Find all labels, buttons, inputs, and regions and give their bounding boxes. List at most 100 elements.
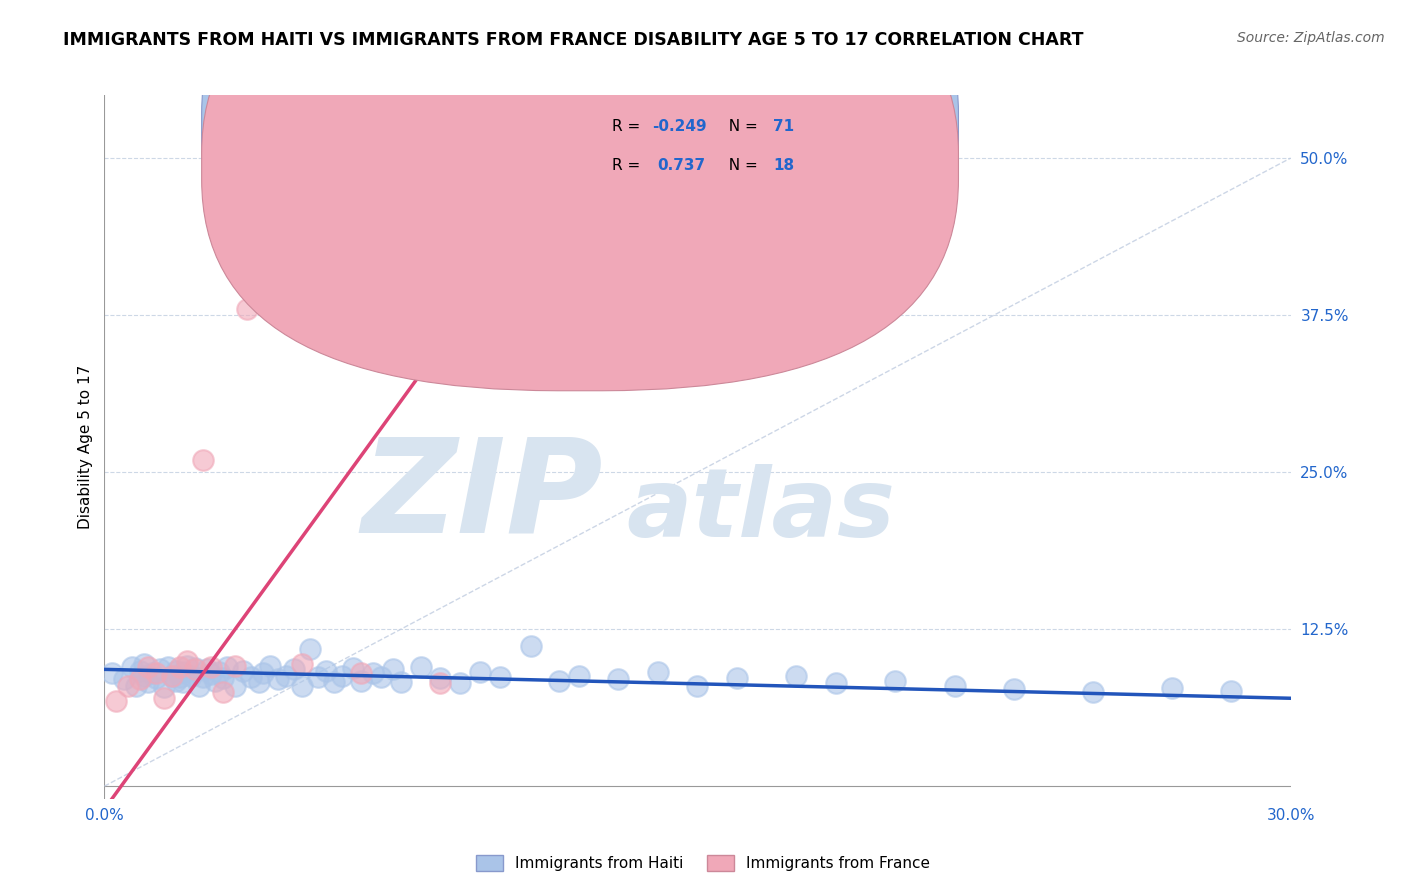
Text: Source: ZipAtlas.com: Source: ZipAtlas.com bbox=[1237, 31, 1385, 45]
Point bbox=[350, 666, 373, 681]
Point bbox=[121, 660, 143, 674]
Point bbox=[647, 665, 669, 679]
Point bbox=[184, 661, 207, 675]
Point bbox=[370, 670, 392, 684]
Point bbox=[315, 664, 337, 678]
Point bbox=[165, 664, 187, 678]
Point bbox=[204, 673, 226, 688]
Point bbox=[129, 664, 152, 678]
Point bbox=[283, 662, 305, 676]
Text: atlas: atlas bbox=[626, 464, 896, 557]
Point bbox=[141, 666, 163, 681]
Point bbox=[136, 674, 159, 689]
Point bbox=[568, 668, 591, 682]
Point bbox=[172, 674, 194, 689]
Point bbox=[350, 673, 373, 688]
Point bbox=[239, 670, 262, 684]
FancyBboxPatch shape bbox=[201, 0, 959, 391]
Text: 18: 18 bbox=[773, 158, 794, 173]
Point bbox=[101, 666, 124, 681]
Point bbox=[193, 670, 215, 684]
Point bbox=[176, 658, 198, 673]
Point bbox=[342, 661, 364, 675]
Point bbox=[785, 668, 807, 682]
Point bbox=[686, 679, 709, 693]
Point bbox=[215, 660, 238, 674]
Point bbox=[160, 668, 183, 682]
Point bbox=[224, 658, 246, 673]
Point bbox=[1081, 685, 1104, 699]
Point bbox=[165, 673, 187, 688]
Point bbox=[884, 673, 907, 688]
Point bbox=[195, 662, 218, 676]
Text: R =: R = bbox=[612, 158, 650, 173]
Point bbox=[252, 666, 274, 681]
Point bbox=[176, 654, 198, 668]
Text: 0.737: 0.737 bbox=[657, 158, 706, 173]
Point bbox=[132, 657, 155, 672]
Point bbox=[212, 685, 235, 699]
Point bbox=[291, 679, 314, 693]
FancyBboxPatch shape bbox=[531, 99, 887, 204]
Point bbox=[117, 679, 139, 693]
FancyBboxPatch shape bbox=[201, 0, 959, 351]
Point bbox=[291, 657, 314, 672]
Point bbox=[409, 660, 432, 674]
Text: ZIP: ZIP bbox=[361, 433, 603, 560]
Point bbox=[825, 676, 848, 690]
Point bbox=[247, 674, 270, 689]
Point bbox=[169, 670, 191, 684]
Point bbox=[132, 668, 155, 682]
Point bbox=[160, 668, 183, 682]
Point bbox=[145, 671, 167, 685]
Point bbox=[361, 666, 384, 681]
Y-axis label: Disability Age 5 to 17: Disability Age 5 to 17 bbox=[79, 365, 93, 529]
Point bbox=[136, 660, 159, 674]
Point bbox=[129, 673, 152, 687]
Point bbox=[169, 660, 191, 674]
Text: -0.249: -0.249 bbox=[652, 120, 707, 135]
Point bbox=[180, 668, 202, 682]
Point bbox=[429, 676, 451, 690]
Point bbox=[468, 665, 491, 679]
Point bbox=[259, 658, 281, 673]
Point bbox=[520, 639, 543, 653]
Point bbox=[200, 660, 222, 674]
Point bbox=[232, 664, 254, 678]
Point bbox=[488, 670, 510, 684]
Point bbox=[267, 673, 290, 687]
Point bbox=[152, 691, 174, 706]
Point bbox=[145, 666, 167, 681]
Text: 71: 71 bbox=[773, 120, 794, 135]
Point bbox=[322, 674, 344, 689]
Text: IMMIGRANTS FROM HAITI VS IMMIGRANTS FROM FRANCE DISABILITY AGE 5 TO 17 CORRELATI: IMMIGRANTS FROM HAITI VS IMMIGRANTS FROM… bbox=[63, 31, 1084, 49]
Text: N =: N = bbox=[718, 158, 762, 173]
Point bbox=[112, 673, 135, 687]
Point bbox=[548, 673, 571, 688]
Point bbox=[943, 679, 966, 693]
Point bbox=[193, 452, 215, 467]
Point bbox=[188, 679, 211, 693]
Point bbox=[1002, 682, 1025, 697]
Point bbox=[382, 662, 405, 676]
Point bbox=[449, 676, 471, 690]
Point bbox=[208, 665, 231, 679]
Point bbox=[200, 667, 222, 681]
Point bbox=[298, 642, 321, 657]
Point bbox=[105, 694, 128, 708]
Text: N =: N = bbox=[718, 120, 762, 135]
Point bbox=[149, 662, 172, 676]
Point bbox=[184, 662, 207, 676]
Point bbox=[330, 668, 353, 682]
Point bbox=[156, 660, 179, 674]
Text: R =: R = bbox=[612, 120, 645, 135]
Point bbox=[212, 671, 235, 685]
Point bbox=[152, 680, 174, 694]
Point bbox=[235, 301, 257, 316]
Point bbox=[429, 671, 451, 685]
Point bbox=[276, 668, 298, 682]
Point bbox=[725, 671, 748, 685]
Point bbox=[307, 670, 329, 684]
Point bbox=[1220, 683, 1243, 698]
Point bbox=[224, 679, 246, 693]
